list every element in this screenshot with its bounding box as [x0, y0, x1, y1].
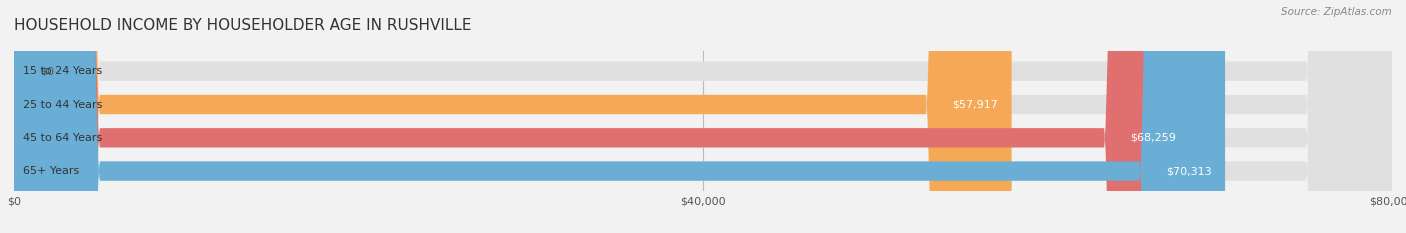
Text: 25 to 44 Years: 25 to 44 Years	[22, 99, 103, 110]
Text: 65+ Years: 65+ Years	[22, 166, 79, 176]
FancyBboxPatch shape	[14, 0, 1189, 233]
Text: Source: ZipAtlas.com: Source: ZipAtlas.com	[1281, 7, 1392, 17]
FancyBboxPatch shape	[14, 0, 1225, 233]
Text: $68,259: $68,259	[1130, 133, 1175, 143]
Text: 45 to 64 Years: 45 to 64 Years	[22, 133, 101, 143]
Text: $0: $0	[39, 66, 53, 76]
Text: HOUSEHOLD INCOME BY HOUSEHOLDER AGE IN RUSHVILLE: HOUSEHOLD INCOME BY HOUSEHOLDER AGE IN R…	[14, 18, 471, 33]
FancyBboxPatch shape	[14, 0, 1011, 233]
FancyBboxPatch shape	[14, 0, 1392, 233]
Text: $57,917: $57,917	[952, 99, 998, 110]
FancyBboxPatch shape	[14, 0, 1392, 233]
Text: 15 to 24 Years: 15 to 24 Years	[22, 66, 101, 76]
FancyBboxPatch shape	[14, 0, 1392, 233]
FancyBboxPatch shape	[14, 0, 1392, 233]
Text: $70,313: $70,313	[1166, 166, 1212, 176]
